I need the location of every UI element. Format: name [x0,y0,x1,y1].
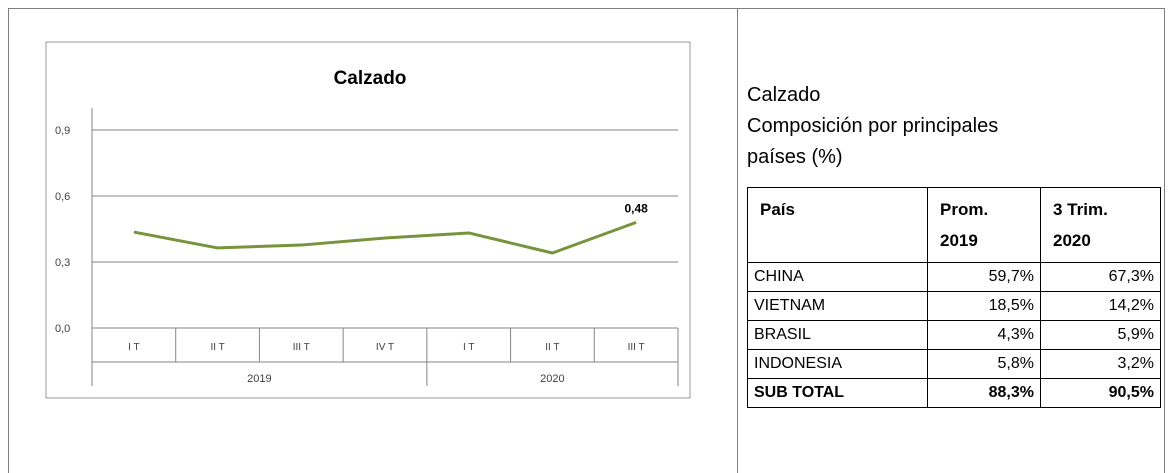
table-row: VIETNAM 18,5% 14,2% [747,291,1161,321]
table-cell: 90,5% [1040,378,1161,408]
x-tick-label: III T [293,342,310,353]
table-cell: BRASIL [747,320,928,350]
side-heading: Calzado [747,84,821,106]
table-row: CHINA 59,7% 67,3% [747,262,1161,292]
table-row: BRASIL 4,3% 5,9% [747,320,1161,350]
table-cell: 88,3% [927,378,1041,408]
table-cell: 5,8% [927,349,1041,379]
side-subheading: Composición por principales países (%) [747,115,999,168]
group-label: 2019 [247,373,271,385]
table-row: INDONESIA 5,8% 3,2% [747,349,1161,379]
y-tick-label: 0,3 [55,257,70,269]
y-tick-label: 0,9 [55,125,70,137]
header-cell: País [747,187,928,263]
header-cell: 3 Trim. 2020 [1040,187,1161,263]
x-tick-label: II T [210,342,224,353]
table: País Prom. 2019 3 Trim. 2020 CHINA 59,7% 67,… [747,187,1161,408]
table-header: País Prom. 2019 3 Trim. 2020 [747,187,1161,263]
frame-top [8,8,1165,9]
frame-right [1164,8,1165,473]
table-cell: INDONESIA [747,349,928,379]
table-cell: 18,5% [927,291,1041,321]
x-tick-label: III T [628,342,645,353]
group-label: 2020 [540,373,564,385]
data-label: 0,48 [624,201,648,215]
table-cell: 14,2% [1040,291,1161,321]
x-tick-label: IV T [376,342,394,353]
x-tick-label: I T [128,342,139,353]
table-cell: 67,3% [1040,262,1161,292]
table-cell: 4,3% [927,320,1041,350]
table-cell: SUB TOTAL [747,378,928,408]
header-cell: Prom. 2019 [927,187,1041,263]
y-tick-label: 0,6 [55,191,70,203]
table-row: SUB TOTAL 88,3% 90,5% [747,378,1161,408]
frame-divider [737,8,738,473]
table-cell: VIETNAM [747,291,928,321]
x-tick-label: II T [545,342,559,353]
side-text: Calzado Composición por principales país… [747,80,1047,173]
x-tick-label: I T [463,342,474,353]
table-cell: CHINA [747,262,928,292]
chart-title: Calzado [334,68,407,89]
table-cell: 5,9% [1040,320,1161,350]
line-series [133,220,637,255]
chart-border [45,41,691,399]
frame-left [8,8,9,473]
table-cell: 59,7% [927,262,1041,292]
table-cell: 3,2% [1040,349,1161,379]
y-tick-label: 0,0 [55,323,70,335]
